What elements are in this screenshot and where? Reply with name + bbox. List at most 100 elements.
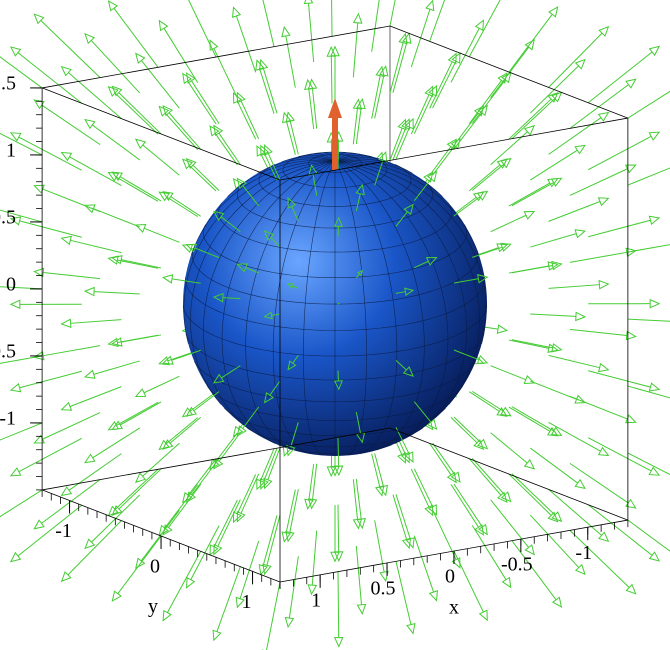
field-arrow [187,80,217,125]
x-tick-label: -1 [575,542,592,564]
field-arrow [114,468,159,510]
field-arrow [530,233,577,248]
field-arrow-head [648,382,661,392]
box-edge [42,25,391,89]
field-arrow-head [356,517,366,530]
field-arrow-head [9,216,22,226]
field-arrow-head [158,356,170,366]
field-arrow-head [111,255,123,265]
sphere-grid [194,361,476,403]
field-arrow-head [83,369,96,379]
field-arrow [548,421,601,452]
field-arrow [0,56,43,89]
field-arrow [337,437,340,467]
field-arrow-head [551,260,563,271]
field-arrow [163,28,199,83]
field-arrow-head [236,425,247,437]
field-arrow-head [352,12,363,24]
field-arrow [453,278,479,284]
field-arrow [270,237,281,248]
field-arrow-head [135,557,146,570]
field-arrow-head [524,544,535,556]
sphere-grid [334,160,467,431]
field-arrow [414,260,429,269]
field-arrow [189,391,217,412]
box-edge [279,117,628,181]
field-arrow [529,514,580,568]
field-arrow [355,411,362,434]
field-arrow [242,185,260,207]
field-arrow [471,163,505,191]
field-arrow [289,489,299,533]
field-arrow-head [477,274,489,284]
field-arrow-head [33,184,45,194]
field-arrow-head [162,191,174,201]
field-arrow [240,473,260,514]
z-tick-label: -1 [0,408,16,430]
field-arrow-head [83,204,96,214]
field-arrow [292,355,299,364]
field-arrow-head [423,171,434,183]
field-arrow-head [500,242,512,252]
field-arrow [218,132,241,165]
field-arrow-head [263,477,273,490]
sphere-grid [334,160,425,451]
field-arrow-head [264,144,273,156]
field-arrow [266,581,281,650]
field-arrow [121,334,162,343]
sphere-grid [334,161,367,456]
field-arrow [392,494,408,540]
field-arrow-head [162,439,174,450]
field-arrow [508,473,552,516]
field-arrow-head [185,491,197,503]
z-tick-label: 1 [6,140,16,162]
field-arrow [291,206,299,222]
sphere-grid [272,160,336,455]
field-arrow [43,345,101,357]
field-arrow-head [161,355,174,365]
field-arrow-head [406,623,416,635]
field-arrow-head [500,491,512,503]
field-arrow [236,101,257,140]
field-arrow [450,112,479,150]
field-arrow-head [33,519,45,530]
field-arrow-head [185,158,197,169]
field-arrow-head [33,350,45,361]
sphere-grid [281,156,336,162]
field-arrow [245,267,259,274]
field-arrow-head [497,491,508,503]
field-arrow [289,121,299,155]
field-arrow [220,216,241,233]
field-arrow-head [60,486,73,497]
field-arrow-head [648,215,661,226]
field-arrow-head [477,523,488,536]
field-arrow [511,265,553,274]
field-arrow-head [523,124,536,136]
field-arrow-head [286,283,295,289]
field-arrow [530,313,576,317]
field-arrow [70,319,122,324]
field-arrow-head [378,150,388,163]
field-arrow-head [446,471,457,484]
field-arrow [429,443,452,476]
field-arrow [17,52,83,104]
field-arrow [40,20,101,78]
field-arrow-head [330,45,340,57]
field-arrow [371,75,381,119]
field-arrow [471,458,506,496]
sphere-grid [298,154,336,162]
field-arrow-head [473,439,485,450]
field-arrow [548,32,603,88]
field-arrow-head [185,406,198,417]
field-arrow-head [404,117,414,130]
field-arrow-head [597,197,610,207]
field-arrow-head [9,132,22,142]
field-arrow-head [236,91,246,104]
field-arrow-head [162,609,172,622]
field-arrow-head [477,104,488,117]
field-arrow [395,494,411,540]
field-arrow [285,489,296,533]
field-arrow-head [598,531,610,543]
field-arrow [267,447,281,481]
